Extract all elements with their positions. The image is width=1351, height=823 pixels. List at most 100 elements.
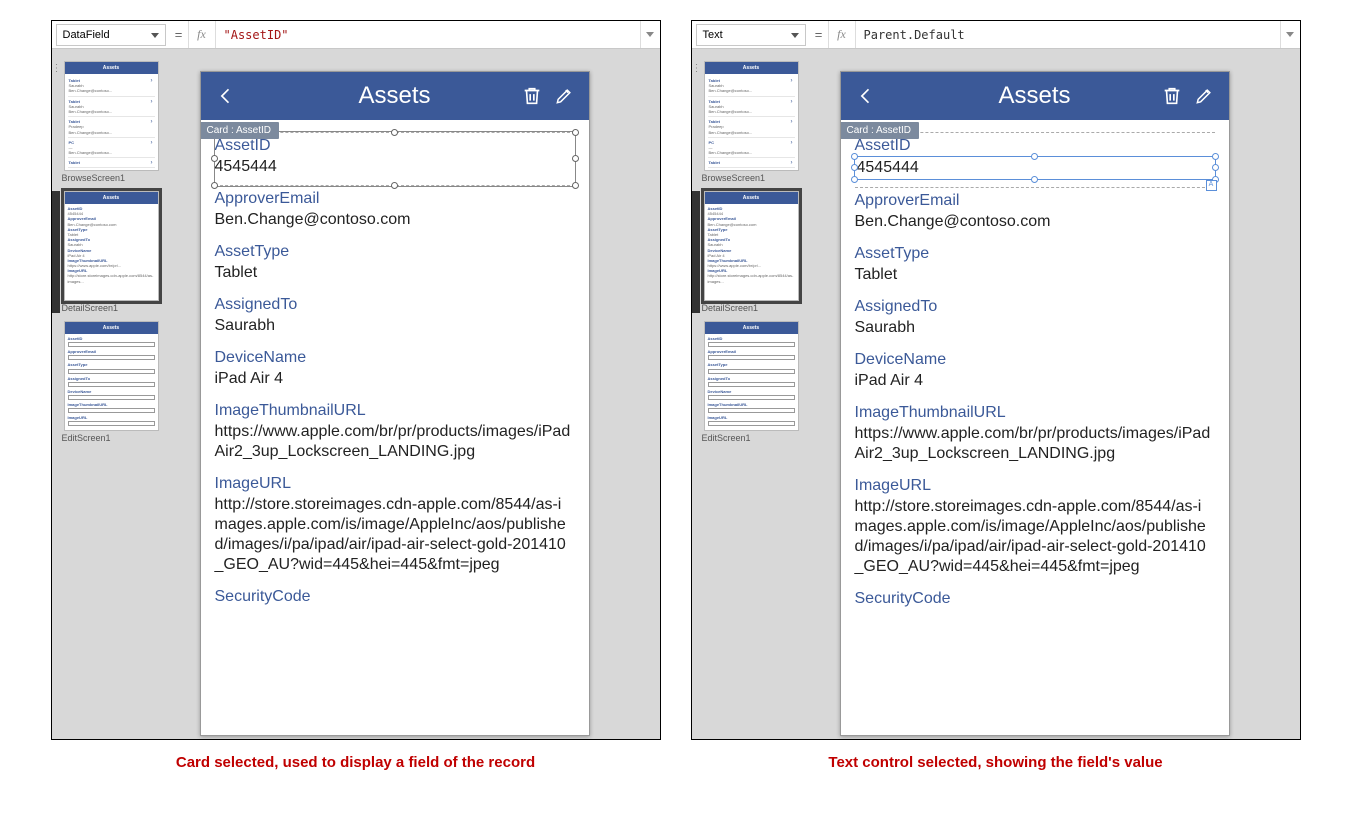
field-label: ImageThumbnailURL <box>855 404 1215 422</box>
thumb-edit-title: Assets <box>65 322 158 334</box>
field-label: ImageThumbnailURL <box>215 402 575 420</box>
formula-input[interactable]: "AssetID" <box>216 28 640 42</box>
thumb-browse-title: Assets <box>65 62 158 74</box>
field-value: http://store.storeimages.cdn-apple.com/8… <box>855 497 1215 577</box>
formula-expand-icon[interactable] <box>1280 21 1300 48</box>
field-value: iPad Air 4 <box>855 371 1215 391</box>
field-imagethumb[interactable]: ImageThumbnailURL https://www.apple.com/… <box>855 400 1215 473</box>
preview-header: Assets Card : AssetID <box>841 72 1229 120</box>
field-value: 4545444 <box>215 157 575 177</box>
card-tag[interactable]: Card : AssetID <box>200 122 279 139</box>
edit-icon[interactable] <box>1193 85 1215 107</box>
field-value: https://www.apple.com/br/pr/products/ima… <box>855 424 1215 464</box>
field-approveremail[interactable]: ApproverEmail Ben.Change@contoso.com <box>215 186 575 239</box>
field-securitycode[interactable]: SecurityCode <box>215 584 575 617</box>
field-value: https://www.apple.com/br/pr/products/ima… <box>215 422 575 462</box>
field-value: Ben.Change@contoso.com <box>215 210 575 230</box>
field-label: AssignedTo <box>855 298 1215 316</box>
formula-input[interactable]: Parent.Default <box>856 28 1280 42</box>
preview-header: Assets Card : AssetID <box>201 72 589 120</box>
thumb-edit[interactable]: Assets AssetID ApproverEmail AssetType A… <box>702 321 802 443</box>
property-dropdown-label: DataField <box>63 29 110 41</box>
thumb-browse-label: BrowseScreen1 <box>702 173 802 183</box>
field-label: ImageURL <box>215 475 575 493</box>
formula-expand-icon[interactable] <box>640 21 660 48</box>
trash-icon[interactable] <box>521 85 543 107</box>
field-value: Ben.Change@contoso.com <box>855 212 1215 232</box>
thumb-edit-title: Assets <box>705 322 798 334</box>
field-assettype[interactable]: AssetType Tablet <box>215 239 575 292</box>
right-caption: Text control selected, showing the field… <box>828 754 1162 771</box>
canvas: Assets Card : AssetID AssetID 4545444 <box>812 49 1300 739</box>
field-label: SecurityCode <box>855 590 1215 608</box>
left-caption: Card selected, used to display a field o… <box>176 754 535 771</box>
text-type-icon: A <box>1206 180 1217 191</box>
field-value: Saurabh <box>855 318 1215 338</box>
field-label: AssetType <box>855 245 1215 263</box>
field-label: ApproverEmail <box>215 190 575 208</box>
thumb-detail-title: Assets <box>705 192 798 204</box>
left-panel: DataField = fx "AssetID" ⋮ Assets Tablet… <box>51 20 661 740</box>
preview-body: AssetID 4545444 ApproverEmail Ben.Change… <box>201 120 589 735</box>
trash-icon[interactable] <box>1161 85 1183 107</box>
fx-icon[interactable]: fx <box>828 21 856 48</box>
preview-screen: Assets Card : AssetID <box>200 71 590 736</box>
thumb-detail-title: Assets <box>65 192 158 204</box>
right-panel-wrap: Text = fx Parent.Default ⋮ Assets Tablet… <box>691 20 1301 771</box>
card-tag[interactable]: Card : AssetID <box>840 122 919 139</box>
field-label: DeviceName <box>855 351 1215 369</box>
equals-sign: = <box>810 27 828 42</box>
formula-bar: Text = fx Parent.Default <box>692 21 1300 49</box>
field-imageurl[interactable]: ImageURL http://store.storeimages.cdn-ap… <box>215 471 575 584</box>
thumb-detail[interactable]: ⋮ Assets AssetID4545444 ApproverEmailBen… <box>62 191 162 313</box>
field-approveremail[interactable]: ApproverEmail Ben.Change@contoso.com <box>855 188 1215 241</box>
field-devicename[interactable]: DeviceName iPad Air 4 <box>855 347 1215 400</box>
field-value: Saurabh <box>215 316 575 336</box>
thumb-detail-label: DetailScreen1 <box>702 303 802 313</box>
thumb-edit-label: EditScreen1 <box>702 433 802 443</box>
edit-icon[interactable] <box>553 85 575 107</box>
field-assignedto[interactable]: AssignedTo Saurabh <box>855 294 1215 347</box>
field-label: SecurityCode <box>215 588 575 606</box>
thumb-browse[interactable]: ⋮ Assets TabletSaurabhBen.Change@contoso… <box>62 61 162 183</box>
field-assignedto[interactable]: AssignedTo Saurabh <box>215 292 575 345</box>
preview-screen: Assets Card : AssetID AssetID 4545444 <box>840 71 1230 736</box>
property-dropdown[interactable]: DataField <box>56 24 166 46</box>
field-label: AssetID <box>215 137 575 155</box>
field-imageurl[interactable]: ImageURL http://store.storeimages.cdn-ap… <box>855 473 1215 586</box>
field-imagethumb[interactable]: ImageThumbnailURL https://www.apple.com/… <box>215 398 575 471</box>
property-dropdown-label: Text <box>703 29 723 41</box>
thumb-browse-title: Assets <box>705 62 798 74</box>
formula-value: "AssetID" <box>224 28 289 42</box>
field-assetid-card[interactable]: AssetID 4545444 A <box>855 132 1215 188</box>
field-value-text: 4545444 <box>857 159 919 176</box>
thumb-edit[interactable]: Assets AssetID ApproverEmail AssetType A… <box>62 321 162 443</box>
field-label: AssetType <box>215 243 575 261</box>
thumb-detail-label: DetailScreen1 <box>62 303 162 313</box>
fx-icon[interactable]: fx <box>188 21 216 48</box>
field-label: DeviceName <box>215 349 575 367</box>
property-dropdown[interactable]: Text <box>696 24 806 46</box>
field-label: ImageURL <box>855 477 1215 495</box>
field-value: Tablet <box>855 265 1215 285</box>
thumb-edit-label: EditScreen1 <box>62 433 162 443</box>
field-devicename[interactable]: DeviceName iPad Air 4 <box>215 345 575 398</box>
screen-thumbnails: ⋮ Assets TabletSaurabhBen.Change@contoso… <box>692 49 812 739</box>
workspace: ⋮ Assets TabletSaurabhBen.Change@contoso… <box>692 49 1300 739</box>
field-securitycode[interactable]: SecurityCode <box>855 586 1215 619</box>
canvas: Assets Card : AssetID <box>172 49 660 739</box>
thumb-detail[interactable]: ⋮ Assets AssetID4545444 ApproverEmailBen… <box>702 191 802 313</box>
right-panel: Text = fx Parent.Default ⋮ Assets Tablet… <box>691 20 1301 740</box>
formula-bar: DataField = fx "AssetID" <box>52 21 660 49</box>
field-value: http://store.storeimages.cdn-apple.com/8… <box>215 495 575 575</box>
formula-value: Parent.Default <box>864 28 965 42</box>
workspace: ⋮ Assets TabletSaurabhBen.Change@contoso… <box>52 49 660 739</box>
field-label: AssignedTo <box>215 296 575 314</box>
equals-sign: = <box>170 27 188 42</box>
field-value: Tablet <box>215 263 575 283</box>
thumb-browse[interactable]: ⋮ Assets TabletSaurabhBen.Change@contoso… <box>702 61 802 183</box>
field-value-text-control[interactable]: 4545444 A <box>855 157 1215 179</box>
field-assetid-card[interactable]: AssetID 4545444 <box>215 132 575 186</box>
field-value: iPad Air 4 <box>215 369 575 389</box>
field-assettype[interactable]: AssetType Tablet <box>855 241 1215 294</box>
